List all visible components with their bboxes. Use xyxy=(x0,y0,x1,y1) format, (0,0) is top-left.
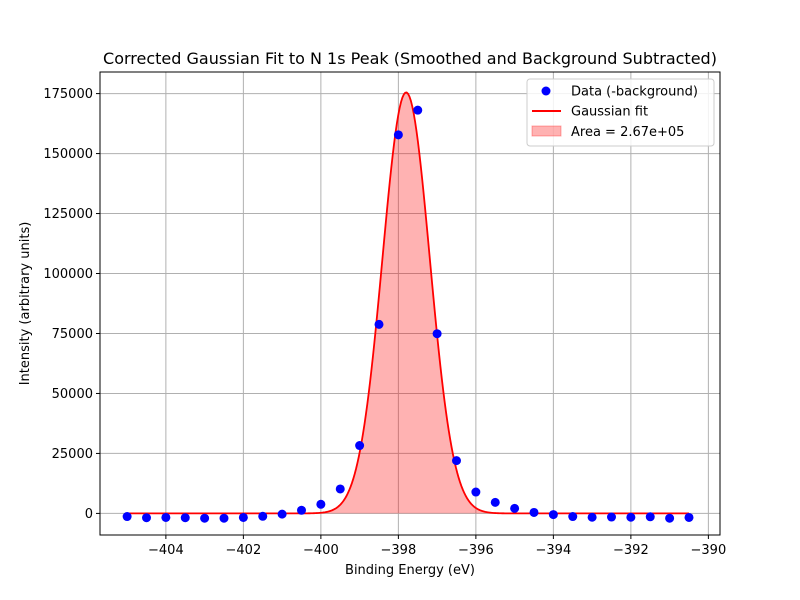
data-point xyxy=(665,513,675,523)
x-tick-label: −394 xyxy=(536,543,572,558)
data-point xyxy=(432,329,442,339)
x-axis-label: Binding Energy (eV) xyxy=(345,563,475,578)
y-tick-label: 0 xyxy=(85,507,93,522)
legend: Data (-background) Gaussian fit Area = 2… xyxy=(526,78,715,147)
data-point xyxy=(277,509,287,519)
data-point xyxy=(452,456,461,466)
y-tick-label: 25000 xyxy=(52,447,93,462)
data-point xyxy=(393,130,403,140)
x-tick-label: −396 xyxy=(458,543,494,558)
data-point xyxy=(607,512,616,522)
x-tick-label: −390 xyxy=(691,543,727,558)
legend-label-fit: Gaussian fit xyxy=(571,105,648,120)
data-point xyxy=(258,511,268,521)
y-axis-label: Intensity (arbitrary units) xyxy=(18,222,33,386)
y-tick-label: 100000 xyxy=(43,267,93,282)
data-point xyxy=(490,497,500,507)
legend-marker-data xyxy=(541,86,551,96)
data-point xyxy=(238,512,248,522)
data-point xyxy=(122,512,132,522)
data-point xyxy=(219,513,229,523)
line-layer xyxy=(127,91,689,515)
points-layer xyxy=(122,105,694,523)
y-tick-label: 75000 xyxy=(52,327,93,342)
y-tick-label: 150000 xyxy=(43,147,93,162)
y-tick-label: 50000 xyxy=(52,387,93,402)
y-tick-label: 175000 xyxy=(43,87,93,102)
legend-marker-area xyxy=(531,125,562,137)
data-point xyxy=(316,499,326,509)
data-point xyxy=(684,512,694,522)
data-point xyxy=(161,512,171,522)
data-point xyxy=(529,507,539,517)
area-fill xyxy=(127,92,690,514)
x-tick-label: −402 xyxy=(226,543,262,558)
data-point xyxy=(587,512,597,522)
x-tick-label: −398 xyxy=(381,543,417,558)
y-axis-ticks: 0 25000 50000 75000 100000 125000 150000 175000 xyxy=(43,87,100,522)
data-point xyxy=(471,487,481,497)
x-tick-label: −392 xyxy=(613,543,649,558)
data-point xyxy=(510,503,520,513)
y-tick-label: 125000 xyxy=(43,207,93,222)
chart-title: Corrected Gaussian Fit to N 1s Peak (Smo… xyxy=(103,49,717,68)
data-point xyxy=(413,105,423,115)
data-point xyxy=(142,513,151,523)
data-point xyxy=(626,512,636,522)
area-layer xyxy=(127,92,690,514)
data-point xyxy=(355,441,365,451)
legend-label-data: Data (-background) xyxy=(571,85,698,100)
legend-box xyxy=(526,78,715,147)
x-tick-label: −404 xyxy=(148,543,184,558)
data-point xyxy=(180,513,190,523)
legend-label-area: Area = 2.67e+05 xyxy=(571,125,684,140)
data-point xyxy=(297,505,306,515)
data-point xyxy=(200,513,210,523)
data-point xyxy=(374,319,384,329)
x-tick-label: −400 xyxy=(303,543,339,558)
data-point xyxy=(645,512,655,522)
data-point xyxy=(568,512,578,522)
x-axis-ticks: −404 −402 −400 −398 −396 −394 −392 −390 xyxy=(148,535,726,558)
data-point xyxy=(335,484,345,494)
plot-frame xyxy=(99,71,721,536)
data-point xyxy=(548,510,558,520)
gaussian-fit-line xyxy=(127,91,689,515)
